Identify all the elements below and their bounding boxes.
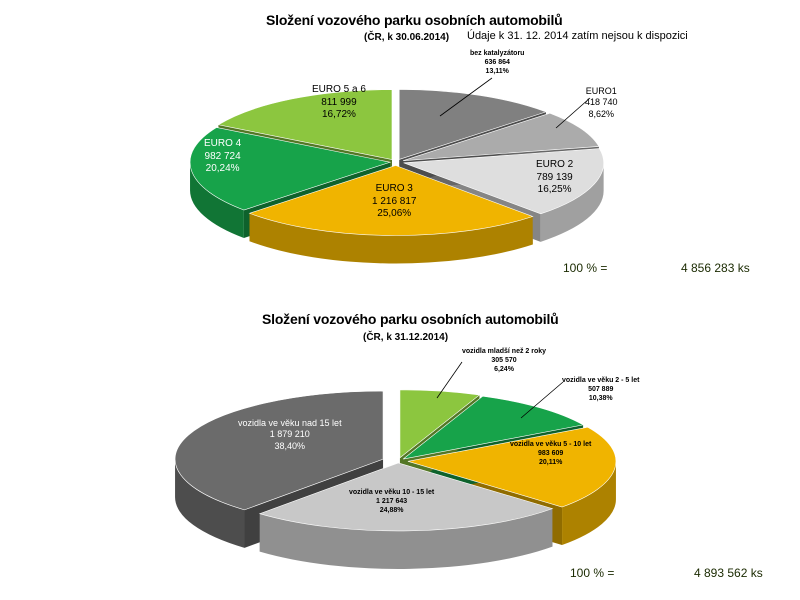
chart1-slice-label-euro4: EURO 4 982 724 20,24% bbox=[204, 138, 242, 174]
chart2-total-label: 100 % = bbox=[570, 566, 615, 580]
chart2-slice-top-2 bbox=[407, 426, 617, 508]
chart2-slice-label-under2: vozidla mladší než 2 roky 305 570 6,24% bbox=[462, 348, 547, 373]
chart1-total-label: 100 % = bbox=[563, 261, 608, 275]
chart2-leader-2-5 bbox=[520, 381, 564, 419]
chart1-slice-top-0 bbox=[398, 89, 547, 160]
chart1-slice-top-2 bbox=[403, 148, 604, 215]
chart1-leader-euro1 bbox=[555, 97, 591, 129]
chart1-leader-no-catalyst bbox=[439, 77, 493, 117]
chart2-leader-under2 bbox=[436, 361, 463, 399]
chart2-slice-top-0 bbox=[399, 389, 481, 459]
chart2-slice-top-1 bbox=[403, 395, 584, 460]
chart2-total-value: 4 893 562 ks bbox=[694, 566, 763, 580]
chart1-slice-label-euro5-6: EURO 5 a 6 811 999 16,72% bbox=[312, 84, 366, 120]
chart2-slice-top-4 bbox=[174, 390, 384, 511]
chart2-slice-label-2-5: vozidla ve věku 2 - 5 let 507 889 10,38% bbox=[562, 377, 640, 402]
chart1-slice-top-5 bbox=[217, 89, 393, 160]
chart2-slice-side-3 bbox=[259, 508, 553, 569]
chart2-slice-label-over15: vozidla ve věku nad 15 let 1 879 210 38,… bbox=[238, 418, 342, 451]
leader-lines bbox=[436, 77, 591, 419]
chart1-slice-side-4 bbox=[190, 162, 244, 239]
chart2-slice-top-3 bbox=[258, 462, 554, 532]
chart1-slice-label-euro2: EURO 2 789 139 16,25% bbox=[536, 159, 574, 195]
chart2-slice-side-4 bbox=[175, 459, 245, 548]
chart1-title: Složení vozového parku osobních automobi… bbox=[266, 12, 563, 28]
chart1-slice-top-1 bbox=[403, 112, 600, 162]
chart2-subtitle: (ČR, k 31.12.2014) bbox=[363, 332, 449, 343]
chart1-slice-top-3 bbox=[248, 165, 534, 236]
chart1-note: Údaje k 31. 12. 2014 zatím nejsou k disp… bbox=[467, 30, 688, 42]
chart1-slice-side-3 bbox=[249, 213, 533, 264]
chart2-slice-label-10-15: vozidla ve věku 10 - 15 let 1 217 643 24… bbox=[349, 489, 435, 514]
chart1-subtitle: (ČR, k 30.06.2014) bbox=[364, 32, 450, 43]
chart1-slice-label-euro1: EURO1 418 740 8,62% bbox=[585, 86, 618, 119]
chart2-title: Složení vozového parku osobních automobi… bbox=[262, 311, 559, 327]
chart1-slice-top-4 bbox=[189, 127, 392, 211]
pie-chart-2014-12 bbox=[174, 389, 617, 569]
chart1-slice-label-no-catalyst: bez katalyzátoru 636 864 13,11% bbox=[470, 50, 525, 75]
chart2-slice-side-2 bbox=[562, 461, 616, 546]
pie-chart-2014-06 bbox=[189, 89, 604, 264]
chart1-slice-label-euro3: EURO 3 1 216 817 25,06% bbox=[372, 183, 417, 219]
chart1-total-value: 4 856 283 ks bbox=[681, 261, 750, 275]
chart1-slice-side-2 bbox=[540, 162, 604, 242]
chart2-slice-label-5-10: vozidla ve věku 5 - 10 let 983 609 20,11… bbox=[510, 441, 592, 466]
